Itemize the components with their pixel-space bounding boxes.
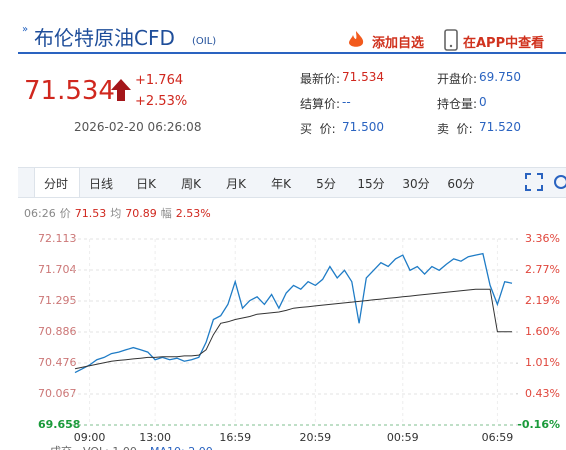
tab[interactable]: 30分 xyxy=(402,177,430,191)
x-tick-label: 00:59 xyxy=(387,431,419,444)
price: 71.534 xyxy=(24,76,115,106)
info-label: 71.53 xyxy=(74,207,107,220)
x-tick-label: 09:00 xyxy=(74,431,106,444)
y-tick-label: 70.476 xyxy=(38,356,77,369)
tab-bar xyxy=(18,167,566,198)
tab[interactable]: 5分 xyxy=(316,177,336,191)
field-label: 持仓量: xyxy=(437,97,478,111)
x-tick-label: 06:59 xyxy=(482,431,514,444)
y-tick-label: 70.886 xyxy=(38,325,77,338)
fullscreen-icon[interactable] xyxy=(525,173,543,191)
field-value: 71.534 xyxy=(342,70,384,84)
y2-tick-label: 1.60% xyxy=(525,325,560,338)
y2-tick-label: -0.16% xyxy=(517,418,560,431)
info-value: 幅 xyxy=(160,207,172,220)
field-value: 71.500 xyxy=(342,120,384,134)
field-label: 结算价: xyxy=(300,97,341,111)
tab[interactable]: 年K xyxy=(271,177,291,191)
change-pct: +2.53% xyxy=(135,94,188,109)
volume-legend: MA10: 2.00 xyxy=(150,445,213,450)
volume-legend: VOL: 1.00 xyxy=(83,445,137,450)
settings-icon[interactable] xyxy=(552,173,566,191)
x-tick-label: 16:59 xyxy=(219,431,251,444)
series-line xyxy=(74,288,512,370)
quote-time: 2026-02-20 06:26:08 xyxy=(74,120,202,134)
bullet: » xyxy=(22,24,29,35)
y2-tick-label: 1.01% xyxy=(525,356,560,369)
y-tick-label: 71.295 xyxy=(38,294,77,307)
info-value: 均 xyxy=(110,207,122,220)
field-value: -- xyxy=(342,95,351,109)
info-value: 价 xyxy=(59,207,71,220)
y2-tick-label: 3.36% xyxy=(525,232,560,245)
y-tick-label: 72.113 xyxy=(38,232,77,245)
add-watch[interactable]: 添加自选 xyxy=(372,36,425,51)
change: +1.764 xyxy=(135,73,184,88)
x-tick-label: 13:00 xyxy=(139,431,171,444)
flame-icon xyxy=(349,31,364,47)
field-value: 69.750 xyxy=(479,70,521,84)
y2-tick-label: 2.19% xyxy=(525,294,560,307)
info-label: 70.89 xyxy=(125,207,157,220)
up-arrow xyxy=(111,79,131,101)
field-label: 卖 价: xyxy=(437,122,473,136)
y2-tick-label: 0.43% xyxy=(525,387,560,400)
info-label: 2.53% xyxy=(175,207,211,220)
info-line: 06:26 价 71.53 均 70.89 幅 2.53% xyxy=(24,205,215,221)
tab[interactable]: 60分 xyxy=(447,177,475,191)
x-tick-label: 20:59 xyxy=(299,431,331,444)
open-app[interactable]: 在APP中查看 xyxy=(463,36,545,51)
y-tick-label: 69.658 xyxy=(38,418,80,431)
y2-tick-label: 2.77% xyxy=(525,263,560,276)
header-rule xyxy=(18,52,566,54)
volume-legend: 成交 xyxy=(50,444,72,450)
active-tab-bg xyxy=(34,168,80,197)
field-label: 最新价: xyxy=(300,72,341,86)
tab[interactable]: 分时 xyxy=(43,177,69,191)
tab[interactable]: 15分 xyxy=(357,177,385,191)
series-line xyxy=(74,252,513,374)
tab[interactable]: 日线 xyxy=(88,177,114,191)
phone-icon xyxy=(444,29,458,51)
code: (OIL) xyxy=(192,36,217,47)
y-tick-label: 70.067 xyxy=(38,387,77,400)
info-label: 06:26 xyxy=(24,207,56,220)
tab[interactable]: 周K xyxy=(181,177,201,191)
y-tick-label: 71.704 xyxy=(38,263,77,276)
field-value: 71.520 xyxy=(479,120,521,134)
tab[interactable]: 日K xyxy=(136,177,156,191)
field-label: 开盘价: xyxy=(437,72,478,86)
title: 布伦特原油CFD xyxy=(34,26,175,50)
field-label: 买 价: xyxy=(300,122,336,136)
tab[interactable]: 月K xyxy=(226,177,246,191)
field-value: 0 xyxy=(479,95,487,109)
